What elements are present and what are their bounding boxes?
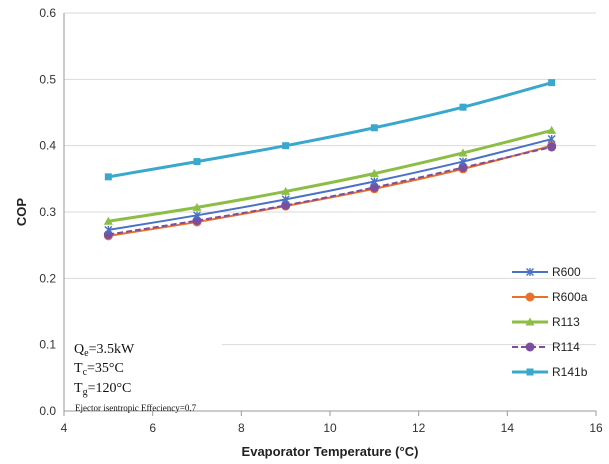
annotation-tc: Tc=35°C [74, 361, 124, 378]
data-point-r141b [548, 79, 556, 87]
y-tick-label: 0.2 [39, 271, 56, 285]
y-tick-label: 0.5 [39, 72, 56, 86]
y-tick-label: 0.1 [39, 338, 56, 352]
legend-marker-r113 [525, 317, 535, 326]
data-point-r600 [547, 135, 556, 144]
legend: R600 R600a R113 R114 R141b [512, 265, 588, 379]
x-tick-label: 4 [61, 421, 68, 435]
data-point-r113 [192, 202, 202, 211]
legend-label-r600: R600 [552, 265, 581, 279]
data-point-r141b [193, 158, 201, 166]
x-tick-label: 6 [149, 421, 156, 435]
data-point-r600 [459, 157, 467, 166]
data-point-r113 [458, 148, 468, 157]
series-line-r600a [108, 144, 552, 237]
series-line-r141b [108, 81, 553, 179]
series-line-r600 [108, 138, 552, 231]
data-point-r113 [547, 125, 557, 134]
legend-label-r113: R113 [552, 315, 580, 329]
legend-label-r114: R114 [552, 340, 580, 354]
legend-marker-r141b [526, 368, 534, 376]
legend-marker-r114 [525, 342, 535, 352]
x-tick-label: 12 [412, 421, 426, 435]
data-point-r600 [370, 177, 379, 186]
legend-label-r600a: R600a [552, 290, 588, 304]
annotation-tg: Tg=120°C [74, 381, 131, 398]
y-tick-label: 0.6 [39, 6, 56, 20]
series-line-r114 [108, 146, 552, 236]
parameter-annotation: Qe=3.5kW Tc=35°C Tg=120°C Ejector isentr… [74, 342, 197, 413]
annotation-ejector: Ejector isentropic Effeciency=0.7 [75, 403, 197, 413]
x-tick-label: 16 [589, 421, 603, 435]
data-point-r141b [104, 173, 112, 181]
data-point-r141b [459, 103, 467, 111]
data-point-r600 [193, 211, 201, 220]
y-tick-label: 0.4 [39, 139, 56, 153]
legend-marker-r600 [526, 268, 534, 276]
x-tick-label: 10 [323, 421, 337, 435]
axes: 0.0 0.1 0.2 0.3 0.4 0.5 0.6 4 6 8 10 12 14 16 [39, 6, 603, 435]
data-point-r600 [104, 225, 113, 234]
series-line-r113 [108, 128, 553, 223]
data-point-r113 [103, 216, 113, 225]
x-axis-title: Evaporator Temperature (°C) [242, 444, 419, 459]
data-point-r113 [369, 169, 379, 178]
legend-marker-r600a [525, 292, 535, 302]
grid-lines [64, 12, 596, 346]
annotation-qe: Qe=3.5kW [74, 342, 135, 359]
y-tick-label: 0.0 [39, 404, 56, 418]
y-axis-title: COP [14, 198, 29, 227]
data-point-r113 [281, 186, 291, 195]
data-point-r600 [281, 195, 290, 204]
x-tick-label: 8 [238, 421, 245, 435]
y-tick-label: 0.3 [39, 205, 56, 219]
data-point-r141b [282, 142, 290, 150]
x-tick-label: 14 [501, 421, 515, 435]
data-point-r141b [370, 124, 378, 132]
series-layer [103, 79, 557, 241]
legend-label-r141b: R141b [552, 365, 588, 379]
data-point-r114 [547, 142, 557, 152]
